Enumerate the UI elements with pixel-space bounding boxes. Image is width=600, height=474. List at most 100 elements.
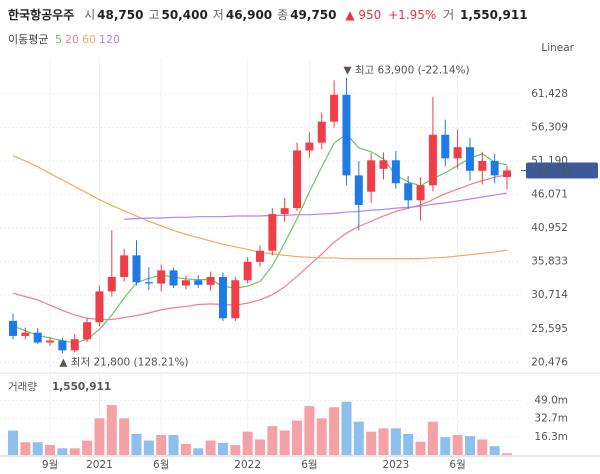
volume-bar: [378, 428, 389, 455]
volume-bar: [390, 428, 401, 455]
candle-body: [95, 291, 104, 323]
change-pct: +1.95%: [388, 8, 437, 22]
volume-bar: [8, 430, 18, 455]
volume-tick-label: 49.0m: [534, 395, 568, 407]
y-tick-label: 25,595: [531, 323, 568, 335]
volume-bar: [82, 440, 93, 455]
ma-legend-item: 120: [98, 33, 120, 46]
candle-body: [256, 250, 264, 262]
volume-bar: [45, 445, 56, 455]
candle-body: [9, 320, 17, 336]
volume-bar: [205, 440, 216, 455]
scale-label: Linear: [541, 42, 574, 54]
candle-body: [404, 183, 413, 201]
y-tick-label: 40,952: [531, 222, 568, 234]
volume-bar: [180, 443, 191, 455]
ma-legend: 이동평균 5 20 60 120: [8, 31, 123, 47]
change: ▲ 950: [345, 8, 382, 22]
volume-bar: [255, 439, 265, 455]
candle-body: [379, 160, 388, 169]
candle-body: [293, 150, 302, 209]
item-label: 종: [277, 8, 289, 22]
candle-body: [169, 270, 178, 286]
volume-bar: [94, 418, 105, 455]
volume-bar: [477, 439, 488, 455]
header: 한국항공우주 시 48,750 고 50,400 저 46,900 종 49,750 ▲ 95…: [8, 6, 533, 23]
volume-bar: [119, 418, 130, 455]
volume-bar: [20, 442, 31, 455]
y-tick-label: 35,833: [531, 256, 568, 268]
candle-body: [342, 94, 351, 176]
volume-label: 거래량: [8, 381, 37, 393]
last-price-badge: [526, 162, 598, 179]
volume-bar: [329, 407, 340, 455]
candle-body: [330, 94, 339, 122]
x-tick-label: 2022: [234, 459, 261, 471]
volume-label: 거: [443, 8, 455, 22]
volume-bar: [267, 426, 278, 455]
candle-body: [120, 255, 129, 277]
ma-legend-item: 60: [81, 33, 96, 46]
volume-bar: [57, 448, 68, 455]
candle-body: [416, 185, 425, 201]
candle-body: [46, 340, 55, 343]
candle-body: [58, 340, 67, 351]
candle-body: [465, 147, 474, 171]
volume-value: 1,550,911: [52, 381, 111, 393]
volume-bar: [193, 448, 204, 455]
volume-bar: [502, 453, 512, 455]
volume-bar: [32, 442, 43, 455]
candle-body: [354, 175, 363, 205]
volume-bar: [131, 433, 142, 455]
volume-bar: [106, 405, 117, 455]
x-tick-label: 2021: [86, 459, 113, 471]
candle-body: [194, 280, 203, 285]
volume-bar: [403, 433, 414, 455]
candle-body: [181, 280, 190, 286]
volume-bar: [464, 436, 475, 455]
volume-bar: [230, 445, 241, 455]
item-value: 50,400: [161, 8, 208, 22]
volume-bar: [242, 431, 253, 455]
x-tick-label: 6월: [301, 459, 317, 471]
candle-body: [428, 134, 437, 186]
candle-body: [231, 280, 240, 319]
candle-body: [317, 121, 326, 143]
candle-body: [21, 332, 30, 336]
candle-body: [367, 160, 376, 192]
last-price-label: 49,750: [537, 165, 574, 177]
item-value: 48,750: [97, 8, 144, 22]
volume-bar: [217, 442, 228, 455]
candle-body: [453, 147, 462, 159]
volume-bar: [353, 421, 364, 455]
volume-bar: [279, 430, 290, 455]
candle-body: [243, 261, 252, 281]
ma-legend-item: 20: [64, 33, 79, 46]
annotation: ▲ 최저 21,800 (128.21%): [59, 357, 188, 369]
candle-body: [441, 134, 450, 159]
candle-body: [33, 332, 42, 343]
candle-body: [478, 160, 487, 171]
y-tick-label: 61,428: [531, 88, 568, 100]
candle-body: [268, 214, 277, 251]
candle-body: [144, 282, 153, 284]
ma-line: [12, 133, 508, 344]
y-tick-label: 30,714: [531, 289, 568, 301]
candle-body: [391, 160, 400, 184]
ma-line: [12, 174, 508, 321]
candle-body: [305, 142, 314, 151]
y-tick-label: 46,071: [531, 189, 568, 201]
item-value: 46,900: [225, 8, 273, 22]
item-label: 저: [212, 8, 224, 22]
ma-label: 이동평균: [8, 33, 49, 46]
stock-name: 한국항공우주: [8, 8, 75, 22]
volume-bar: [143, 440, 154, 455]
x-tick-label: 9월: [42, 459, 58, 471]
candle-body: [206, 276, 215, 285]
ma-line: [124, 192, 508, 220]
ma-legend-item: 5: [54, 33, 62, 46]
candle-body: [157, 270, 166, 284]
price-items: 시 48,750 고 50,400 저 46,900 종 49,750: [84, 8, 341, 22]
